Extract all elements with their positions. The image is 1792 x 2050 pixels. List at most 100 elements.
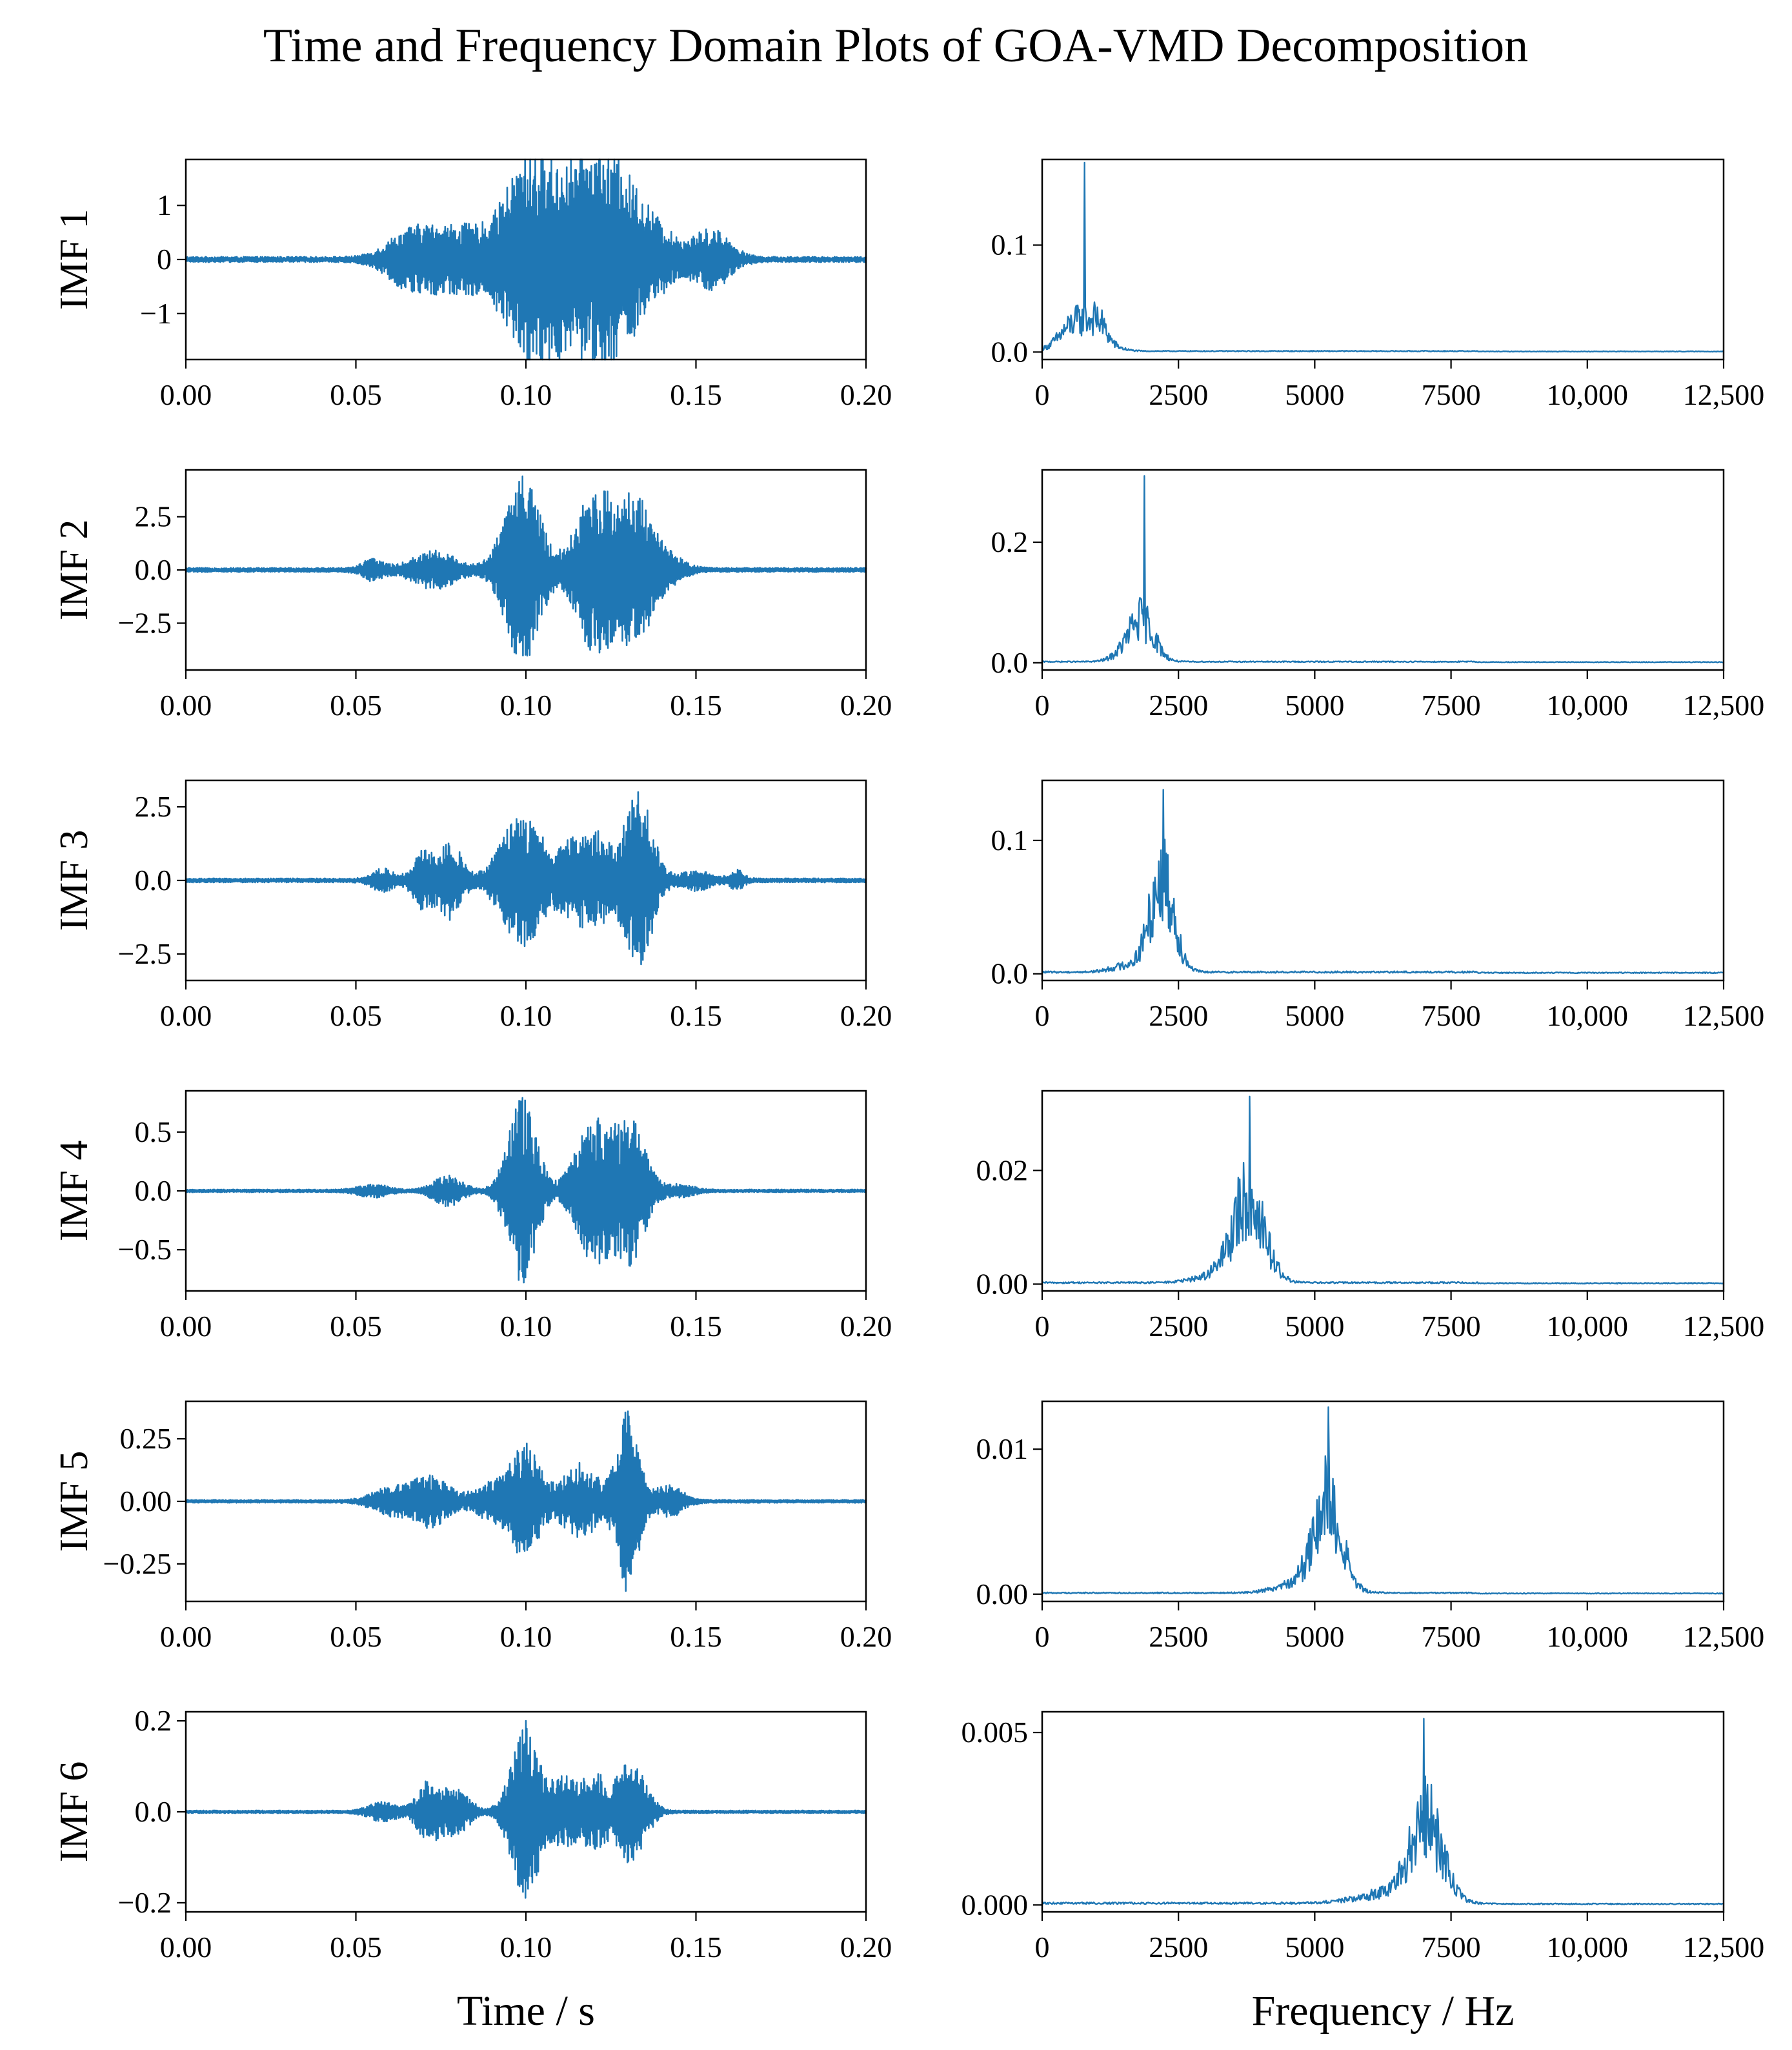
x-tick-label: 0.10 xyxy=(500,1310,552,1343)
x-tick-label: 7500 xyxy=(1422,1931,1481,1964)
x-tick-label: 0.20 xyxy=(840,378,892,411)
series-line xyxy=(1041,789,1724,975)
y-tick-label: −0.5 xyxy=(118,1233,172,1266)
axes-frame xyxy=(1041,779,1725,982)
y-tick-label: 0.2 xyxy=(991,525,1029,558)
x-tick-label: 0.15 xyxy=(670,1310,722,1343)
series-line xyxy=(185,791,867,966)
series-line xyxy=(1041,161,1724,353)
y-axis-label: IMF 5 xyxy=(52,1451,96,1552)
x-tick-label: 12,500 xyxy=(1683,378,1765,411)
series-line xyxy=(185,1410,867,1592)
y-tick-label: −2.5 xyxy=(118,606,172,639)
x-tick-label: 0.20 xyxy=(840,999,892,1032)
series-line xyxy=(185,1097,867,1284)
x-tick-label: 0 xyxy=(1035,1620,1050,1653)
x-tick-label: 7500 xyxy=(1422,999,1481,1032)
x-tick-label: 0.10 xyxy=(500,999,552,1032)
x-tick-label: 0.00 xyxy=(160,1310,212,1343)
x-axis-label: Frequency / Hz xyxy=(1252,1987,1515,2035)
y-tick-label: 0.02 xyxy=(976,1153,1029,1186)
x-tick-label: 0.10 xyxy=(500,1620,552,1653)
y-tick-label: 0 xyxy=(157,243,172,276)
x-tick-label: 2500 xyxy=(1149,999,1208,1032)
x-tick-label: 0.20 xyxy=(840,689,892,722)
x-tick-label: 0.05 xyxy=(330,1620,382,1653)
y-axis-label: IMF 2 xyxy=(52,520,96,621)
y-tick-label: 0.1 xyxy=(991,824,1029,857)
x-tick-label: 0 xyxy=(1035,1931,1050,1964)
x-tick-label: 2500 xyxy=(1149,689,1208,722)
time-panel-imf4: 0.00 0.05 0.10 0.15 0.20 −0.5 0.0 0.5 IMF 4 xyxy=(52,1090,892,1343)
series-line xyxy=(1042,475,1724,664)
y-tick-label: 0.5 xyxy=(135,1115,172,1148)
y-tick-label: 0.0 xyxy=(135,1795,172,1828)
freq-panel-imf3: 0 2500 5000 7500 10,000 12,500 0.0 0.1 xyxy=(991,779,1764,1032)
x-tick-label: 0 xyxy=(1035,999,1050,1032)
y-tick-label: 0.005 xyxy=(961,1716,1029,1749)
x-axis-label: Time / s xyxy=(457,1987,595,2035)
series-line xyxy=(1041,1718,1724,1905)
x-tick-label: 0 xyxy=(1035,378,1050,411)
x-tick-label: 12,500 xyxy=(1683,1310,1765,1343)
x-tick-label: 0.15 xyxy=(670,689,722,722)
y-axis-label: IMF 6 xyxy=(52,1761,96,1863)
x-tick-label: 0.05 xyxy=(330,378,382,411)
x-tick-label: 0.00 xyxy=(160,999,212,1032)
freq-panel-imf1: 0 2500 5000 7500 10,000 12,500 0.0 0.1 xyxy=(991,158,1765,411)
x-tick-label: 0.20 xyxy=(840,1310,892,1343)
series-line xyxy=(1042,1406,1724,1595)
freq-panel-imf6: 0 2500 5000 7500 10,000 12,500 0.000 0.005 Frequ… xyxy=(961,1710,1764,2035)
axes-frame xyxy=(1041,158,1725,361)
x-tick-label: 10,000 xyxy=(1547,1620,1629,1653)
y-tick-label: 0.0 xyxy=(991,957,1029,990)
x-tick-label: 2500 xyxy=(1149,1931,1208,1964)
y-tick-label: −1 xyxy=(140,297,172,330)
x-tick-label: 0.15 xyxy=(670,1931,722,1964)
x-tick-label: 0.05 xyxy=(330,1931,382,1964)
x-tick-label: 10,000 xyxy=(1547,1310,1629,1343)
y-tick-label: 0.00 xyxy=(976,1578,1029,1610)
y-tick-label: −2.5 xyxy=(118,937,172,970)
y-tick-label: 2.5 xyxy=(135,790,172,823)
x-tick-label: 5000 xyxy=(1285,999,1344,1032)
series-line xyxy=(185,475,867,657)
x-tick-label: 5000 xyxy=(1285,689,1344,722)
y-axis-label: IMF 3 xyxy=(52,830,96,931)
y-axis-label: IMF 4 xyxy=(52,1141,96,1242)
x-tick-label: 0.00 xyxy=(160,1620,212,1653)
y-tick-label: 0.00 xyxy=(120,1485,172,1517)
x-tick-label: 0.10 xyxy=(500,378,552,411)
y-tick-label: 1 xyxy=(157,188,172,221)
x-tick-label: 0.05 xyxy=(330,689,382,722)
x-tick-label: 2500 xyxy=(1149,1310,1208,1343)
y-tick-label: 0.1 xyxy=(991,228,1029,261)
axes-frame xyxy=(1041,1090,1725,1292)
x-tick-label: 7500 xyxy=(1422,689,1481,722)
x-tick-label: 0.10 xyxy=(500,689,552,722)
figure-title: Time and Frequency Domain Plots of GOA-V… xyxy=(263,19,1528,72)
x-tick-label: 0 xyxy=(1035,689,1050,722)
x-tick-label: 0.15 xyxy=(670,999,722,1032)
x-tick-label: 5000 xyxy=(1285,1310,1344,1343)
time-panel-imf3: 0.00 0.05 0.10 0.15 0.20 −2.5 0.0 2.5 IMF 3 xyxy=(52,779,892,1032)
y-tick-label: −0.2 xyxy=(118,1886,172,1919)
y-tick-label: 0.2 xyxy=(135,1704,172,1737)
freq-panel-imf5: 0 2500 5000 7500 10,000 12,500 0.00 0.01 xyxy=(976,1400,1764,1653)
axes-frame xyxy=(1041,1400,1725,1603)
y-tick-label: 0.01 xyxy=(976,1432,1029,1465)
time-panel-imf1: 0.00 0.05 0.10 0.15 0.20 −1 0 1 IMF 1 xyxy=(52,158,892,411)
x-tick-label: 12,500 xyxy=(1683,689,1765,722)
y-tick-label: 0.0 xyxy=(135,864,172,897)
x-tick-label: 0.05 xyxy=(330,1310,382,1343)
time-panel-imf2: 0.00 0.05 0.10 0.15 0.20 −2.5 0.0 2.5 IMF 2 xyxy=(52,469,892,722)
x-tick-label: 0.15 xyxy=(670,1620,722,1653)
series-line xyxy=(185,158,867,361)
freq-panel-imf4: 0 2500 5000 7500 10,000 12,500 0.00 0.02 xyxy=(976,1090,1765,1343)
axes-frame xyxy=(1041,1710,1725,1913)
x-tick-label: 10,000 xyxy=(1547,689,1629,722)
y-tick-label: 0.0 xyxy=(135,553,172,586)
freq-panel-imf2: 0 2500 5000 7500 10,000 12,500 0.0 0.2 xyxy=(991,469,1765,722)
y-axis-label: IMF 1 xyxy=(52,209,96,310)
